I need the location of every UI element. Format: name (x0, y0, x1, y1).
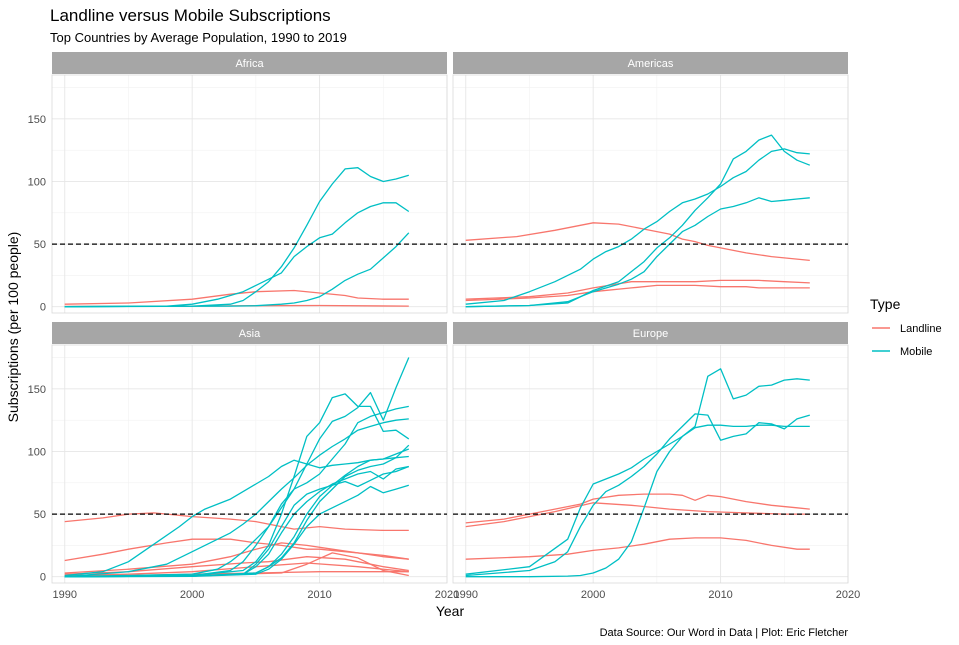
series-line-landline-europe-2 (465, 537, 810, 560)
y-tick-label: 50 (34, 239, 46, 251)
series-line-mobile-europe-4 (465, 413, 810, 577)
x-tick-label: 2020 (435, 589, 459, 601)
panel-border (452, 74, 849, 314)
series-line-mobile-africa-3 (64, 167, 409, 308)
x-tick-label: 2000 (581, 589, 605, 601)
y-tick-label: 50 (34, 509, 46, 521)
series-line-mobile-africa-4 (64, 232, 410, 308)
y-tick-label: 100 (28, 176, 46, 188)
facet-panels: Africa 0 50 100 150 Americas Asia 0 50 100 150 1990… (28, 52, 860, 601)
chart-subtitle: Top Countries by Average Population, 199… (50, 30, 347, 45)
legend-label-mobile: Mobile (900, 346, 932, 358)
series-line-landline-americas-0 (465, 222, 810, 262)
legend-title: Type (870, 296, 901, 312)
y-axis-label: Subscriptions (per 100 people) (5, 232, 21, 423)
series-line-mobile-americas-4 (465, 134, 811, 308)
y-tick-label: 0 (40, 572, 46, 584)
chart-caption: Data Source: Our Word in Data | Plot: Er… (600, 627, 849, 639)
facet-label-asia: Asia (239, 328, 261, 340)
series-line-landline-europe-0 (465, 493, 810, 524)
series-line-mobile-americas-5 (465, 197, 810, 308)
series-line-mobile-asia-15 (64, 465, 409, 578)
x-axis-label: Year (436, 603, 465, 619)
series-line-landline-americas-2 (465, 279, 810, 300)
series-line-mobile-asia-8 (64, 418, 409, 578)
facet-label-europe: Europe (633, 328, 668, 340)
y-tick-label: 100 (28, 446, 46, 458)
panel-border (51, 344, 448, 584)
facet-strip-americas (453, 52, 848, 74)
series-line-landline-americas-1 (465, 284, 810, 302)
panel-africa: Africa 0 50 100 150 (28, 52, 448, 314)
x-tick-label: 1990 (453, 589, 477, 601)
legend-label-landline: Landline (900, 323, 942, 335)
series-line-mobile-asia-9 (64, 357, 410, 578)
x-tick-label: 1990 (52, 589, 76, 601)
panel-border (51, 74, 448, 314)
y-tick-label: 0 (40, 302, 46, 314)
series-line-mobile-americas-3 (465, 148, 810, 305)
x-tick-label: 2020 (836, 589, 860, 601)
panel-asia: Asia 0 50 100 150 1990 2000 2010 2020 (28, 322, 459, 601)
panel-border (452, 344, 849, 584)
series-line-mobile-asia-11 (64, 393, 410, 578)
legend: Type Landline Mobile (870, 296, 942, 358)
series-line-mobile-asia-13 (64, 448, 410, 578)
series-line-mobile-asia-14 (64, 465, 410, 578)
y-tick-label: 150 (28, 114, 46, 126)
series-line-landline-africa-0 (64, 289, 409, 305)
facet-label-africa: Africa (235, 58, 264, 70)
series-line-mobile-africa-2 (64, 202, 410, 308)
series-line-mobile-asia-7 (64, 455, 409, 577)
facet-strip-africa (52, 52, 447, 74)
y-tick-label: 150 (28, 384, 46, 396)
chart-title: Landline versus Mobile Subscriptions (50, 6, 331, 25)
panel-americas: Americas (452, 52, 849, 314)
facet-label-americas: Americas (628, 58, 674, 70)
series-line-mobile-europe-3 (465, 368, 810, 575)
facet-strip-asia (52, 322, 447, 344)
series-line-mobile-europe-5 (465, 424, 810, 578)
facet-strip-europe (453, 322, 848, 344)
x-tick-label: 2000 (180, 589, 204, 601)
series-line-landline-asia-2 (64, 542, 409, 574)
series-line-landline-europe-1 (465, 502, 810, 528)
x-tick-label: 2010 (307, 589, 331, 601)
panel-europe: Europe 1990 2000 2010 2020 (452, 322, 860, 601)
x-tick-label: 2010 (708, 589, 732, 601)
